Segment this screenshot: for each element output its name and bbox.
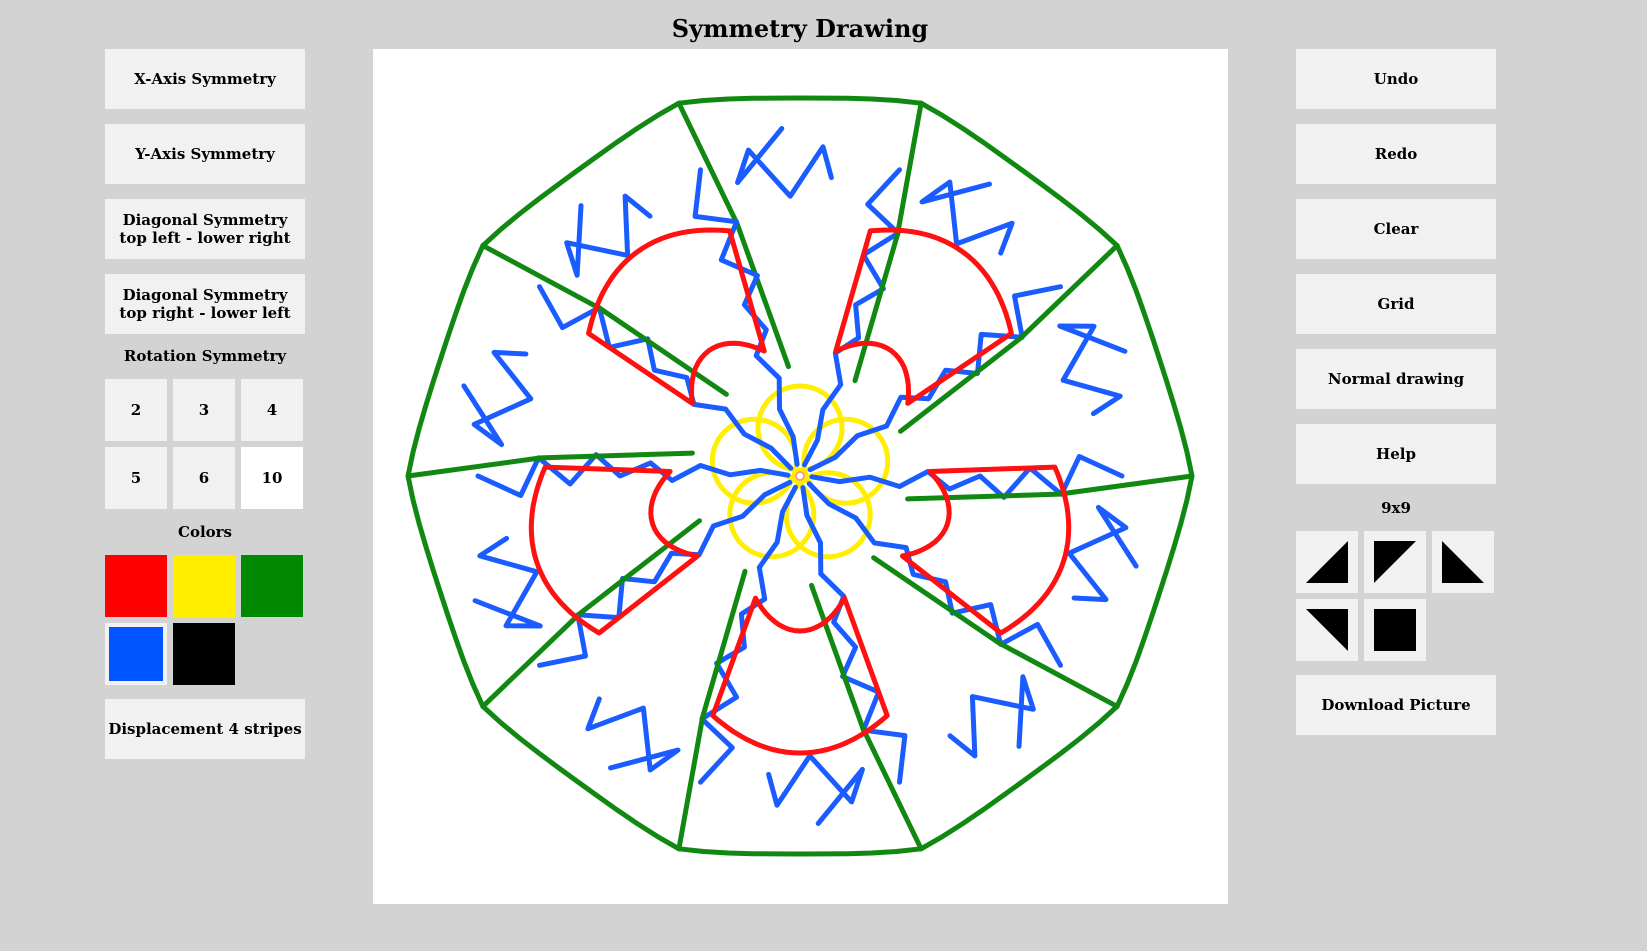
page-title: Symmetry Drawing [671, 14, 929, 43]
download-picture-button[interactable]: Download Picture [1296, 675, 1496, 735]
blue-zigzag-stroke [585, 696, 681, 773]
diagonal-tr-bl-symmetry-button[interactable]: Diagonal Symmetry top right - lower left [105, 274, 305, 334]
rotation-4-button[interactable]: 4 [241, 379, 303, 441]
colors-label: Colors [178, 523, 232, 541]
rotation-options: 2 3 4 5 6 10 [105, 379, 305, 509]
green-outer-stroke [918, 100, 1120, 249]
green-outer-stroke [480, 100, 682, 249]
displacement-stripes-button[interactable]: Displacement 4 stripes [105, 699, 305, 759]
triangle-lower-right-icon[interactable] [1432, 531, 1494, 593]
blue-zigzag-stroke [472, 535, 543, 629]
blue-zigzag-stroke [766, 753, 865, 826]
rotation-5-button[interactable]: 5 [105, 447, 167, 509]
help-button[interactable]: Help [1296, 424, 1496, 484]
green-spoke-stroke [480, 243, 729, 397]
green-spoke-stroke [480, 518, 702, 709]
green-outer-stroke [676, 846, 924, 857]
triangle-upper-left-icon[interactable] [1364, 531, 1426, 593]
diagonal-tl-br-symmetry-button[interactable]: Diagonal Symmetry top left - lower right [105, 199, 305, 259]
rotation-symmetry-label: Rotation Symmetry [123, 347, 287, 365]
rotation-3-button[interactable]: 3 [173, 379, 235, 441]
green-outer-stroke [1114, 473, 1195, 709]
square-icon[interactable] [1364, 599, 1426, 661]
blue-zigzag-stroke [564, 193, 653, 278]
triangle-upper-right-icon[interactable] [1296, 599, 1358, 661]
blue-zigzag-stroke [1057, 323, 1128, 417]
drawing-canvas[interactable] [373, 49, 1228, 904]
yellow-petal-stroke [755, 383, 845, 473]
shape-tiles [1296, 531, 1496, 661]
green-outer-stroke [480, 703, 682, 852]
green-outer-stroke [405, 473, 486, 709]
yellow-petal-stroke [783, 470, 873, 560]
color-black-swatch[interactable] [173, 623, 235, 685]
green-spoke-stroke [852, 100, 924, 384]
red-lobe-stroke [710, 595, 890, 756]
redo-button[interactable]: Redo [1296, 124, 1496, 184]
clear-button[interactable]: Clear [1296, 199, 1496, 259]
color-palette [105, 555, 305, 685]
color-yellow-swatch[interactable] [173, 555, 235, 617]
green-spoke-stroke [405, 450, 695, 479]
green-outer-stroke [405, 243, 486, 479]
rotation-10-button[interactable]: 10 [241, 447, 303, 509]
blue-zigzag-stroke [1066, 504, 1139, 603]
green-outer-stroke [1114, 243, 1195, 479]
green-spoke-stroke [898, 243, 1120, 434]
y-axis-symmetry-button[interactable]: Y-Axis Symmetry [105, 124, 305, 184]
green-outer-stroke [918, 703, 1120, 852]
green-spoke-stroke [871, 555, 1120, 709]
rotation-6-button[interactable]: 6 [173, 447, 235, 509]
triangle-lower-left-icon[interactable] [1296, 531, 1358, 593]
green-spoke-stroke [905, 473, 1195, 502]
color-red-swatch[interactable] [105, 555, 167, 617]
normal-drawing-button[interactable]: Normal drawing [1296, 349, 1496, 409]
color-green-swatch[interactable] [241, 555, 303, 617]
blue-zigzag-stroke [461, 349, 534, 448]
green-spoke-stroke [676, 568, 748, 852]
red-lobe-stroke [899, 464, 1072, 636]
rotation-2-button[interactable]: 2 [105, 379, 167, 441]
blue-zigzag-stroke [919, 179, 1015, 256]
right-toolbar: Undo Redo Clear Grid Normal drawing Help… [1296, 49, 1496, 750]
color-blue-swatch[interactable] [105, 623, 167, 685]
blue-zigzag-stroke [735, 126, 834, 199]
red-lobe-stroke [528, 464, 701, 636]
x-axis-symmetry-button[interactable]: X-Axis Symmetry [105, 49, 305, 109]
left-toolbar: X-Axis Symmetry Y-Axis Symmetry Diagonal… [105, 49, 305, 774]
green-outer-stroke [676, 95, 924, 106]
green-spoke-stroke [809, 582, 924, 852]
drawing-artwork [405, 95, 1195, 857]
blue-jagged-stroke [537, 479, 793, 668]
grid-size-label: 9x9 [1381, 499, 1411, 517]
red-lobe-stroke [586, 227, 767, 406]
center-marker [795, 471, 805, 481]
blue-zigzag-stroke [947, 674, 1036, 759]
undo-button[interactable]: Undo [1296, 49, 1496, 109]
red-lobe-stroke [833, 227, 1014, 406]
grid-button[interactable]: Grid [1296, 274, 1496, 334]
